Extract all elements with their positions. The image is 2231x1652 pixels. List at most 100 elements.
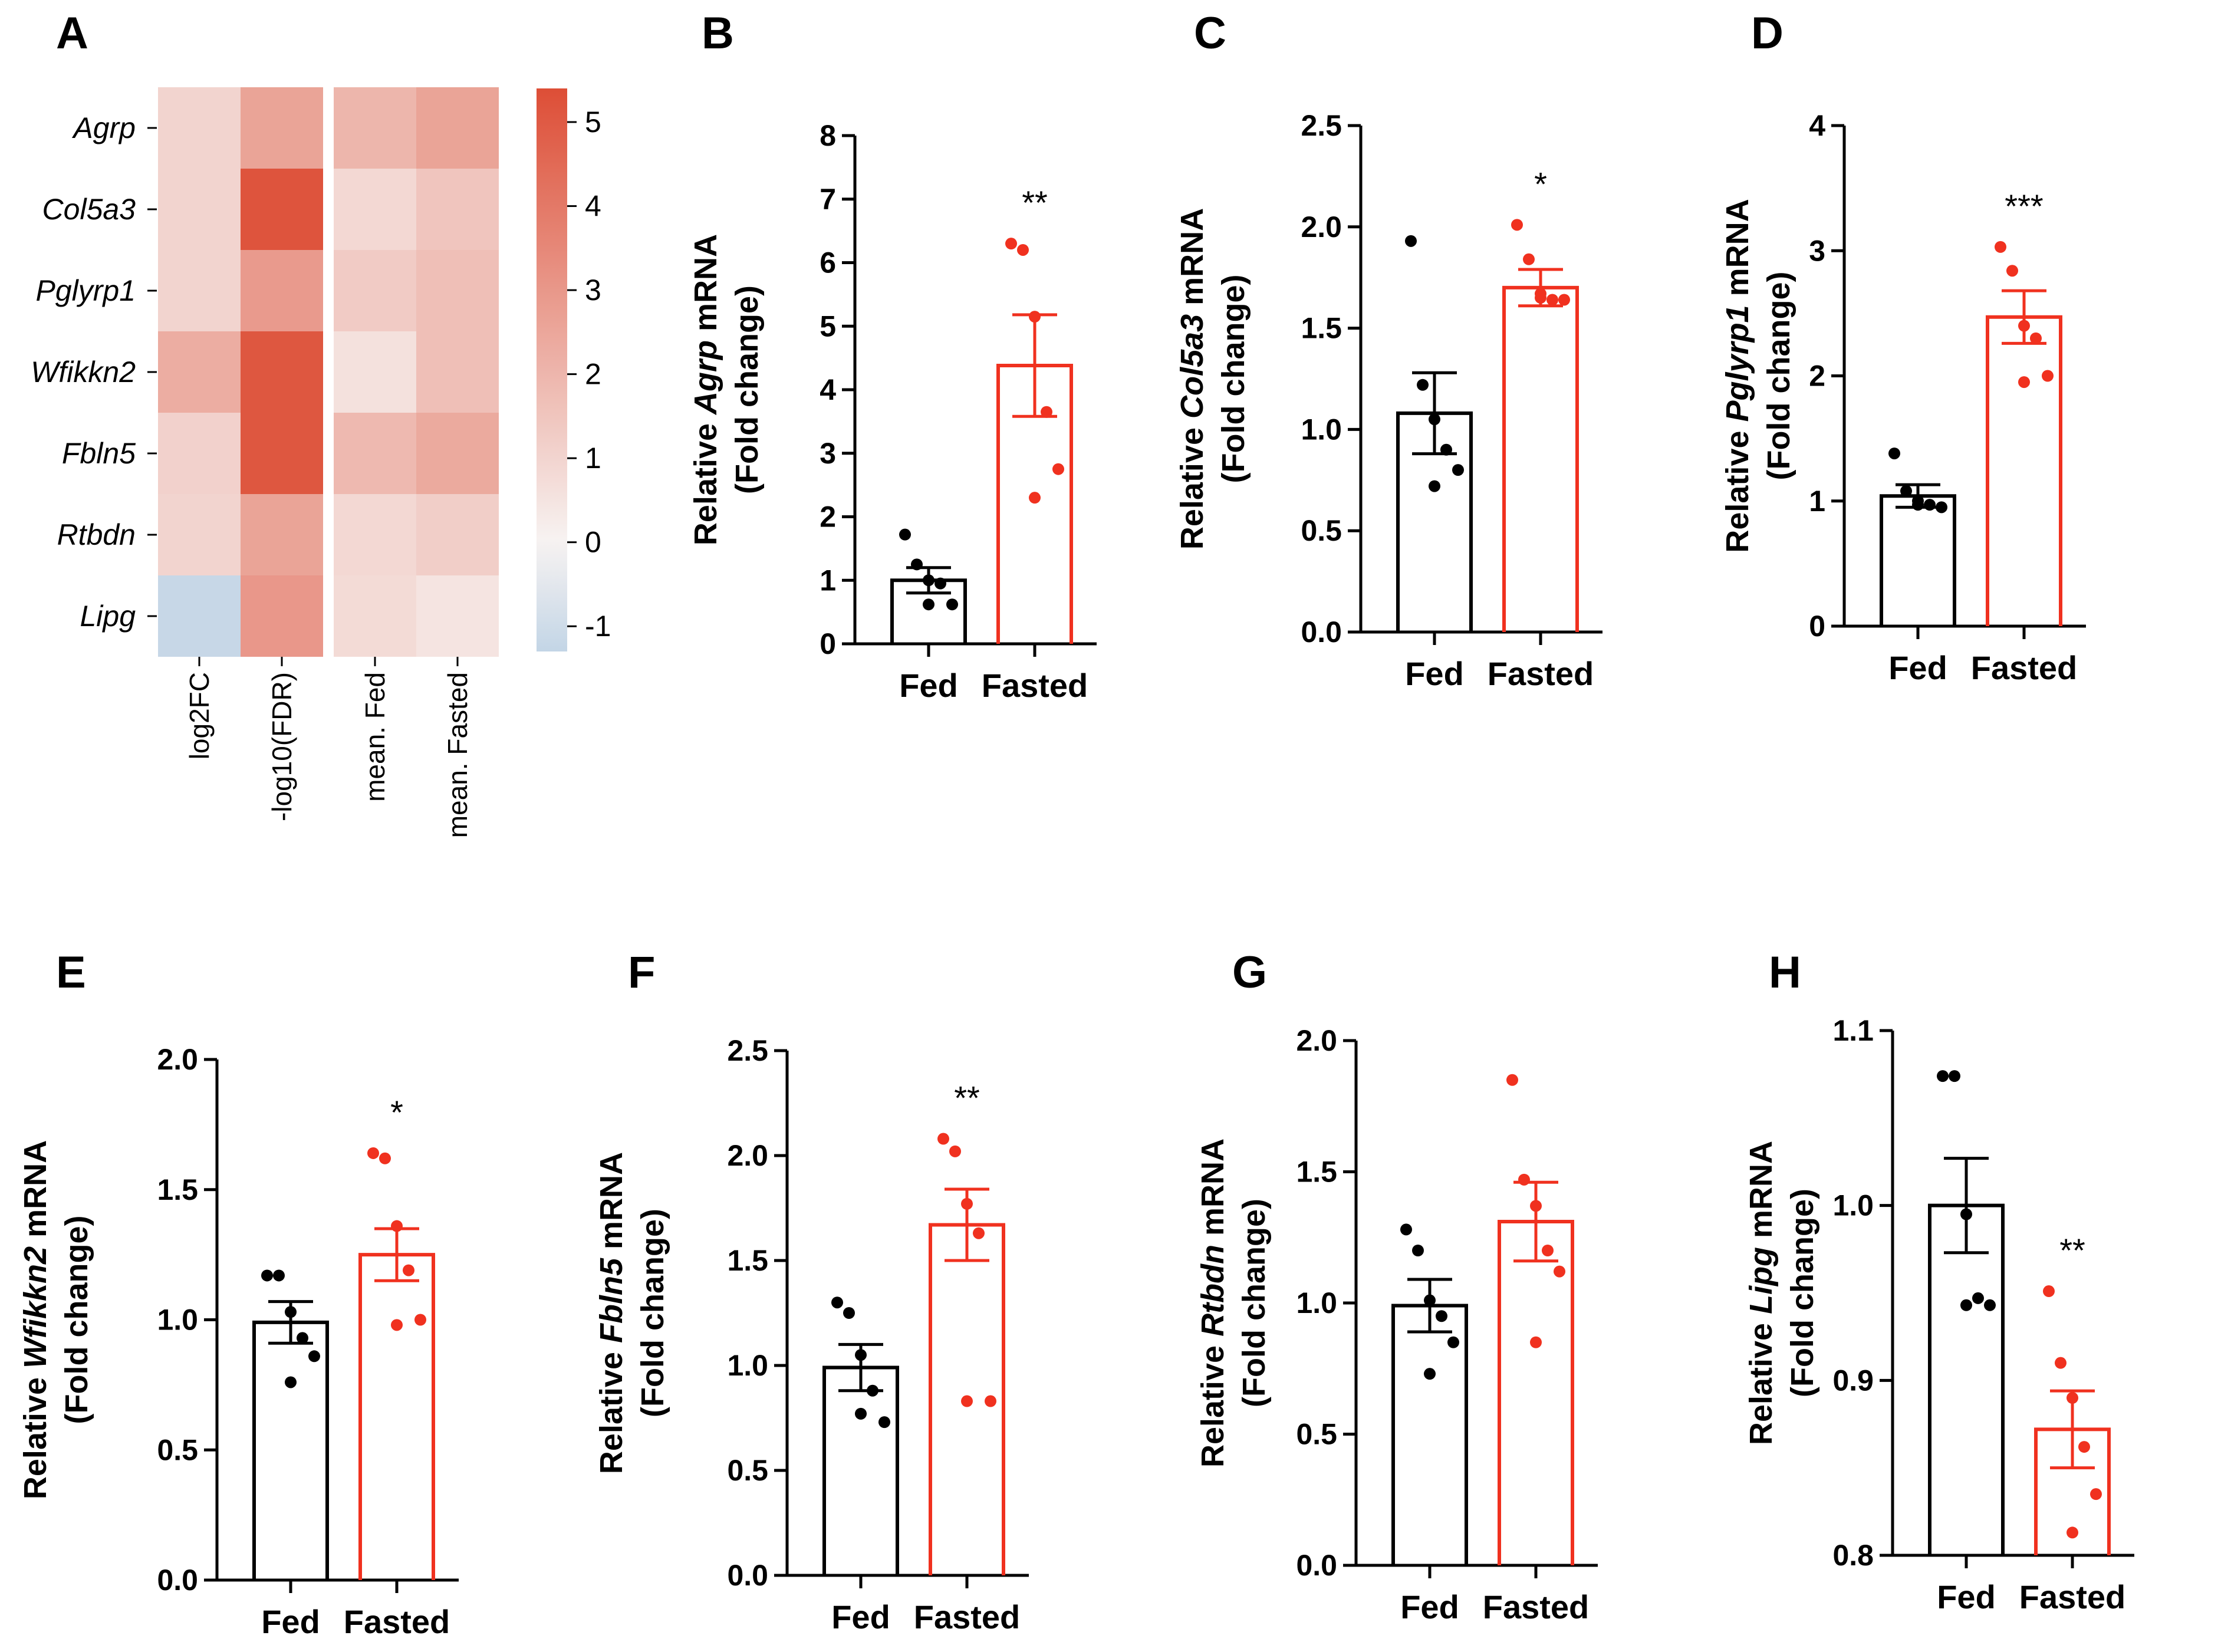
y-tick-label: 5	[820, 310, 836, 343]
data-point-fed	[878, 1416, 890, 1429]
data-point-fasted	[961, 1395, 973, 1407]
data-point-fed	[1417, 379, 1429, 391]
heatmap-cell	[334, 169, 416, 250]
heatmap-row-label: Rtbdn	[57, 518, 136, 551]
y-axis-label-line2: (Fold change)	[635, 1209, 670, 1417]
y-axis-label-suffix: mRNA	[1720, 199, 1755, 305]
data-point-fasted	[391, 1220, 403, 1232]
y-tick-label: 1.5	[157, 1173, 198, 1206]
panel-label: G	[1232, 947, 1267, 998]
heatmap-cell	[416, 413, 499, 494]
data-point-fasted	[1558, 294, 1570, 306]
data-point-fasted	[949, 1145, 961, 1157]
heatmap-row-label: Lipg	[80, 600, 136, 633]
y-tick-label: 2	[820, 501, 836, 534]
heatmap-panel-a: A Agrp Col5a3 Pglyrp1 Wfikkn2 Fbln5 Rtbdn Lipg…	[31, 8, 611, 838]
y-axis-label-gene: Wfikkn2	[18, 1246, 53, 1368]
data-point-fasted	[1542, 1245, 1554, 1256]
x-category-label: Fasted	[1971, 649, 2078, 686]
y-axis-label-line1: Relative Pglyrp1 mRNA	[1720, 199, 1755, 552]
data-point-fed	[934, 577, 946, 590]
heatmap-cell	[241, 250, 323, 331]
y-tick-label: 3	[820, 437, 836, 470]
y-axis-label-prefix: Relative	[18, 1368, 53, 1499]
data-point-fasted	[973, 1227, 985, 1239]
significance-marker: *	[1534, 165, 1547, 202]
data-point-fed	[1436, 1310, 1447, 1322]
data-point-fed	[273, 1269, 285, 1282]
heatmap-cell	[158, 87, 241, 169]
data-point-fed	[1960, 1208, 1972, 1220]
y-tick-label: 2.5	[1301, 109, 1342, 142]
y-axis-label-suffix: mRNA	[1195, 1138, 1230, 1245]
data-point-fed	[923, 574, 934, 587]
bar-chart-panel-g: G 0.0 0.5 1.0 1.5 2.0 Relative Rtbdn mRNA(Fold…	[1195, 947, 1598, 1625]
heatmap-cell	[241, 169, 323, 250]
y-axis-label-prefix: Relative	[1195, 1337, 1230, 1467]
data-point-fed	[1447, 1336, 1459, 1348]
data-point-fasted	[1518, 1173, 1530, 1186]
significance-marker: ***	[2005, 187, 2043, 225]
data-point-fasted	[1554, 1265, 1565, 1278]
heatmap-cell	[158, 494, 241, 575]
y-axis-label-gene: Pglyrp1	[1720, 305, 1755, 422]
data-point-fed	[1972, 1292, 1984, 1304]
heatmap-column-label: mean. Fed	[360, 672, 390, 802]
colorbar-bar	[537, 88, 567, 651]
data-point-fed	[946, 598, 958, 611]
y-tick-label: 0.9	[1832, 1364, 1874, 1397]
data-point-fasted	[2078, 1441, 2090, 1453]
bar-chart-panel-e: E 0.0 0.5 1.0 1.5 2.0 Relative Wfikkn2 mRNA(Fo…	[18, 947, 459, 1640]
y-axis-label-line1: Relative Col5a3 mRNA	[1174, 208, 1210, 549]
panel-label: B	[702, 8, 734, 58]
data-point-fed	[1429, 480, 1440, 492]
data-point-fed	[1949, 1070, 1960, 1082]
data-point-fed	[1424, 1368, 1436, 1380]
data-point-fasted	[937, 1133, 949, 1145]
data-point-fasted	[1535, 292, 1546, 304]
panel-label: E	[56, 947, 86, 998]
data-point-fasted	[2006, 265, 2018, 277]
x-category-label: Fed	[899, 667, 958, 704]
heatmap-cell	[241, 87, 323, 169]
heatmap-row-label: Col5a3	[42, 193, 136, 226]
y-axis-label-line2: (Fold change)	[1236, 1199, 1272, 1407]
heatmap-row-label: Wfikkn2	[31, 356, 136, 389]
colorbar-tick-label: 1	[585, 442, 601, 475]
x-category-label: Fasted	[2019, 1578, 2126, 1615]
heatmap-cell	[416, 575, 499, 657]
y-tick-label: 1	[1809, 485, 1825, 518]
data-point-fed	[1424, 1294, 1436, 1307]
data-point-fed	[285, 1306, 297, 1318]
heatmap-cell	[158, 331, 241, 413]
colorbar-tick-label: 3	[585, 274, 601, 307]
y-axis-label-gene: Col5a3	[1174, 314, 1210, 419]
data-point-fasted	[2043, 1285, 2055, 1298]
y-axis-label-line2: (Fold change)	[729, 285, 765, 494]
y-axis-label-suffix: mRNA	[688, 234, 723, 340]
y-axis-label-prefix: Relative	[1743, 1314, 1779, 1445]
x-category-label: Fed	[1888, 649, 1947, 686]
x-category-label: Fasted	[344, 1603, 450, 1640]
data-point-fasted	[1995, 241, 2006, 253]
data-point-fasted	[1511, 219, 1523, 231]
heatmap-cell	[334, 87, 416, 169]
y-tick-label: 2.0	[157, 1043, 198, 1076]
heatmap-row-label: Agrp	[71, 111, 136, 144]
significance-marker: **	[954, 1080, 980, 1117]
colorbar-tick-label: 4	[585, 190, 601, 223]
y-axis-label-prefix: Relative	[688, 414, 723, 545]
data-point-fasted	[1546, 294, 1558, 306]
y-tick-label: 1.5	[727, 1244, 768, 1277]
heatmap-cell	[416, 169, 499, 250]
y-tick-label: 0.5	[727, 1454, 768, 1487]
y-tick-label: 1.0	[1301, 413, 1342, 446]
y-tick-label: 1.0	[1832, 1189, 1874, 1222]
x-category-label: Fasted	[1488, 655, 1594, 692]
heatmap-cell	[416, 250, 499, 331]
y-tick-label: 0	[820, 627, 836, 660]
heatmap-cells	[158, 87, 499, 657]
y-axis-label-line1: Relative Rtbdn mRNA	[1195, 1138, 1230, 1467]
y-tick-label: 0	[1809, 610, 1825, 643]
